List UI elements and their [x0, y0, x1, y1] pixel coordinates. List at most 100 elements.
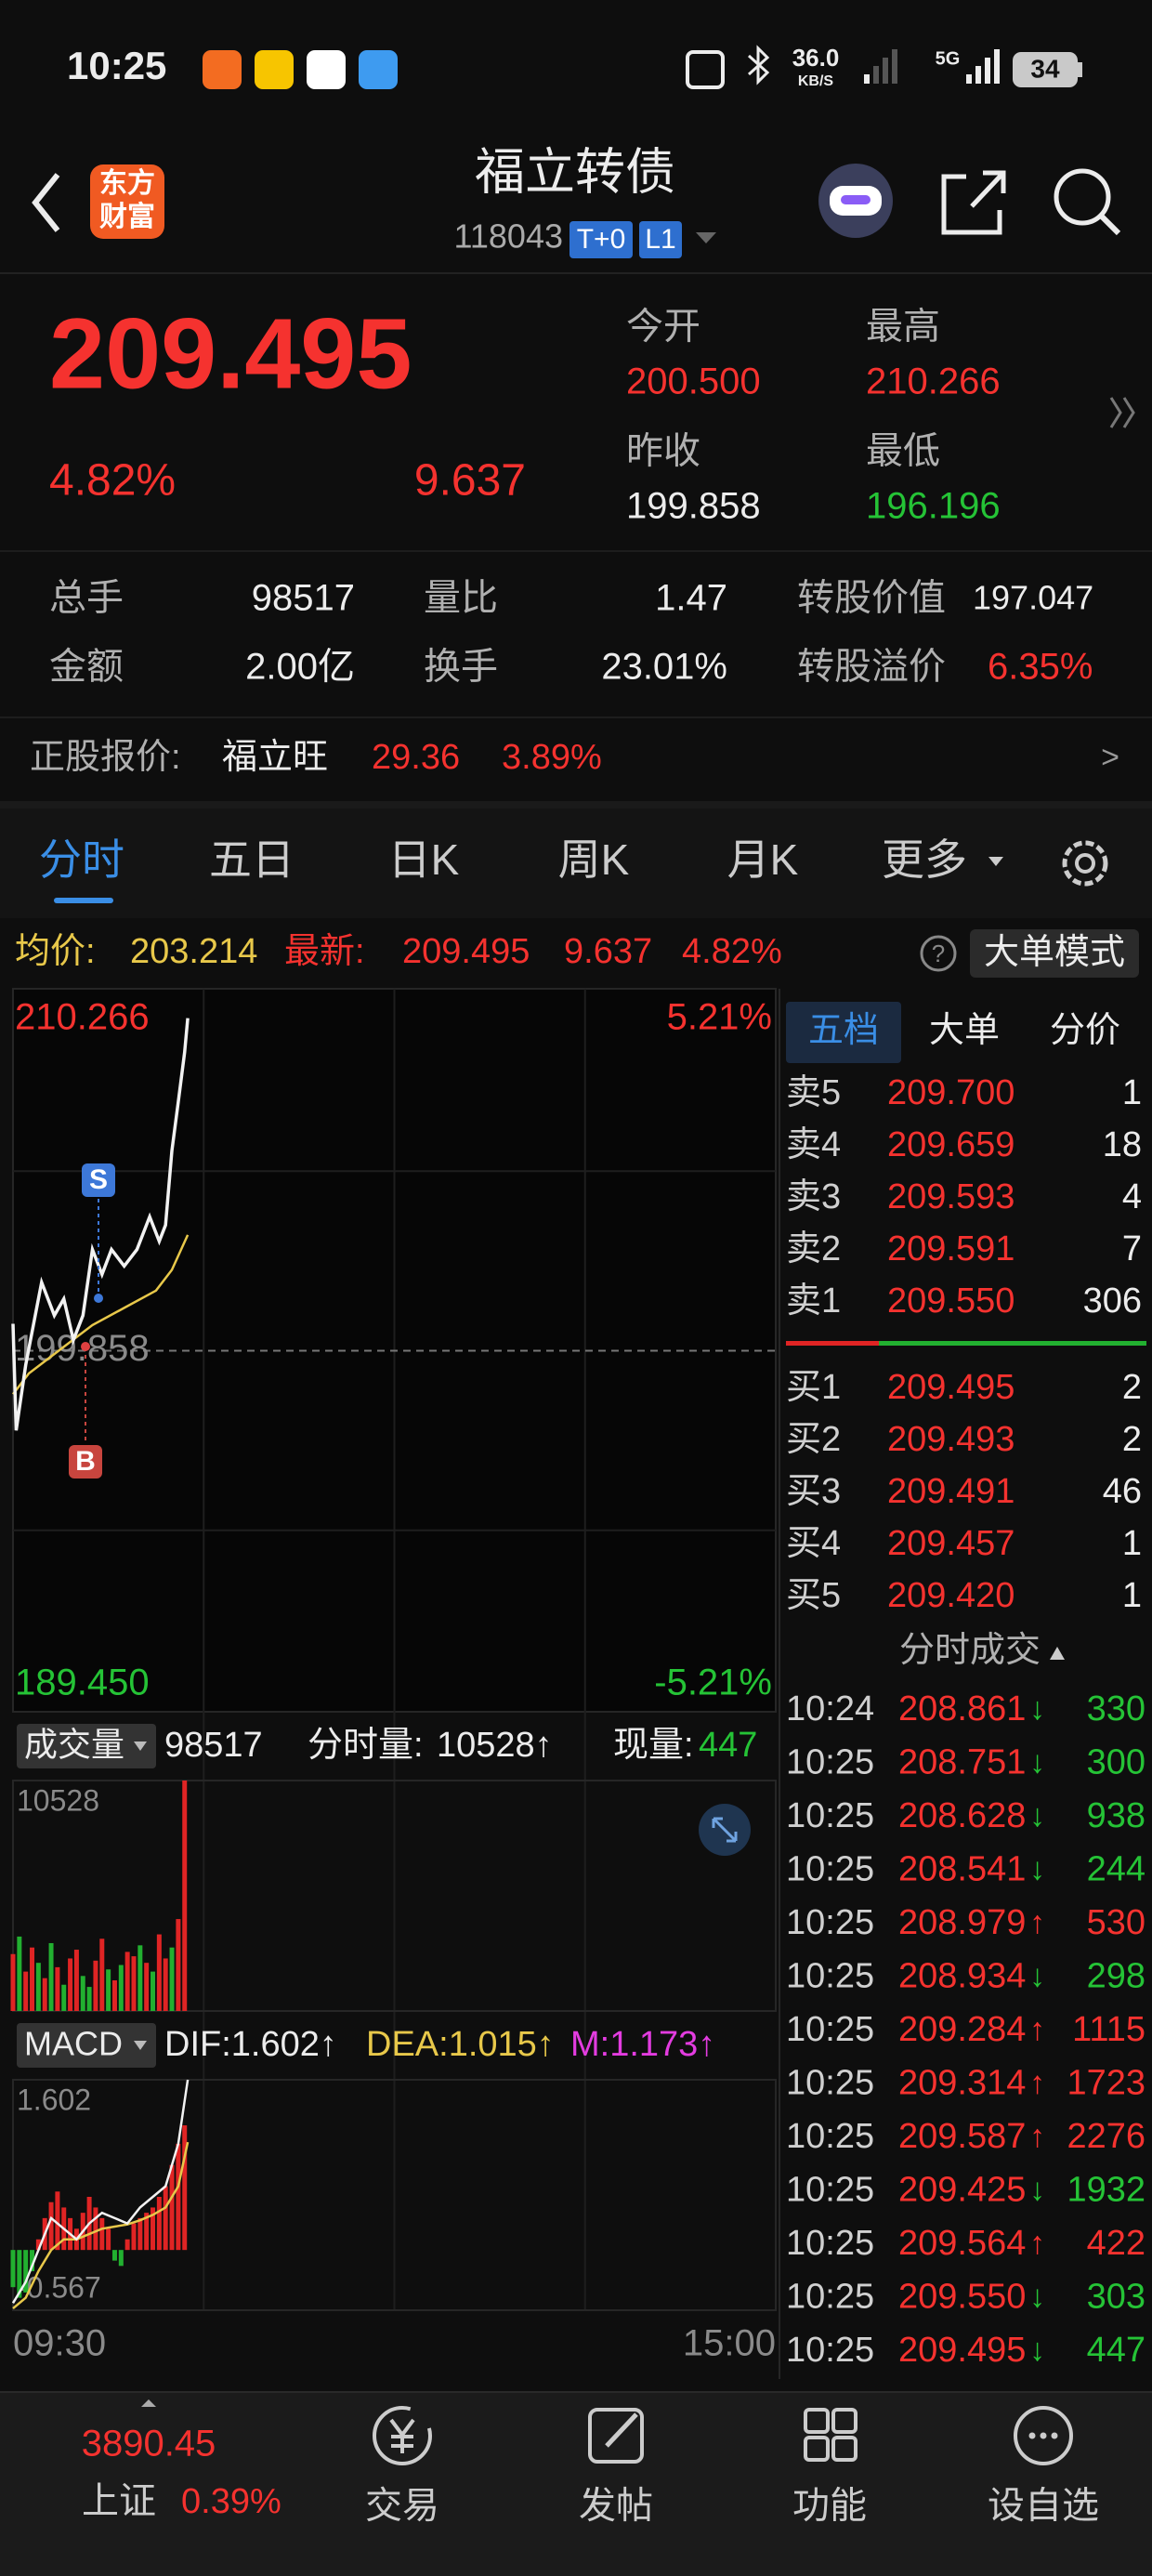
volume-bar — [163, 1958, 168, 2011]
mode-button-label[interactable]: 大单模式 — [984, 933, 1125, 972]
app-logo-text: 财富 — [99, 201, 155, 232]
book-tab[interactable]: 分价 — [1050, 1011, 1120, 1050]
volume-bar — [35, 1963, 41, 2011]
quote-field-value: 199.858 — [626, 486, 761, 527]
y-tick-label: 10528 — [17, 1783, 99, 1817]
expand-chevron[interactable] — [1109, 397, 1135, 428]
book-ratio — [786, 1341, 879, 1346]
book-ratio — [879, 1341, 1146, 1346]
trade-time: 10:25 — [786, 2117, 874, 2156]
settings-icon[interactable] — [1062, 840, 1108, 887]
tab-underline — [54, 898, 113, 903]
tab[interactable]: 月K — [727, 835, 799, 884]
price-line — [11, 1018, 190, 1431]
macd-bar — [163, 2186, 168, 2251]
share-icon[interactable] — [941, 170, 1006, 235]
tab[interactable]: 更多 — [882, 835, 967, 884]
y-tick-label: 1.602 — [17, 2083, 91, 2116]
signal-bar — [883, 58, 888, 84]
stat-value: 1.47 — [655, 578, 727, 619]
last-price: 209.495 — [402, 932, 530, 971]
quote-field-label: 今开 — [626, 307, 700, 348]
stat-label: 转股价值 — [797, 578, 946, 619]
tab-active[interactable]: 分时 — [39, 835, 124, 884]
macd-m: M:1.173↑ — [570, 2025, 715, 2064]
back-button[interactable] — [32, 173, 60, 232]
trade-time: 10:24 — [786, 1689, 874, 1728]
tab[interactable]: 周K — [558, 835, 630, 884]
stock-more[interactable]: > — [1101, 740, 1119, 775]
nav-item[interactable]: 交易 — [365, 2486, 439, 2527]
nav-item[interactable]: 设自选 — [988, 2486, 1099, 2527]
mode-button[interactable] — [970, 929, 1139, 978]
volume-bar — [80, 1976, 85, 2011]
nav-icon — [1028, 2432, 1036, 2439]
signal-dot — [94, 1294, 103, 1303]
signal-bar — [975, 66, 981, 84]
indicator-menu[interactable] — [17, 2023, 156, 2068]
search-icon[interactable] — [1054, 168, 1111, 226]
app-logo — [90, 164, 164, 239]
trade-direction: ↓ — [1029, 2333, 1045, 2368]
volume-bar — [17, 1936, 22, 2011]
signal-label: S — [89, 1164, 108, 1195]
net-speed: 36.0 — [792, 44, 840, 72]
search-icon — [1099, 214, 1121, 236]
signal-bar — [873, 66, 879, 84]
stock-quote-label: 正股报价: — [30, 738, 181, 777]
book-level: 买4 — [786, 1524, 841, 1563]
stock-price: 29.36 — [372, 738, 460, 777]
tab[interactable]: 五日 — [209, 835, 295, 884]
book-tab[interactable]: 大单 — [929, 1011, 1000, 1050]
book-price: 209.493 — [887, 1420, 1015, 1459]
trade-price: 209.587 — [898, 2117, 1026, 2156]
nav-icon — [588, 2408, 644, 2464]
trade-time: 10:25 — [786, 1903, 874, 1942]
trade-volume: 300 — [1087, 1743, 1145, 1782]
book-volume: 1 — [1122, 1524, 1142, 1563]
trade-price: 208.861 — [898, 1689, 1026, 1728]
last-label: 最新: — [284, 932, 365, 971]
help-icon[interactable] — [920, 935, 957, 972]
macd-dif: DIF:1.602↑ — [164, 2025, 337, 2064]
volume-bar — [156, 1934, 162, 2011]
pct-label: 5.21% — [667, 997, 772, 1038]
app-icon — [255, 50, 294, 89]
bond-code: 118043 — [454, 217, 563, 256]
assistant-eyes — [841, 195, 871, 204]
app-icon — [359, 50, 398, 89]
volume-bar — [55, 1966, 60, 2011]
tab[interactable]: 日K — [388, 835, 460, 884]
nav-icon — [831, 2436, 857, 2462]
minute-volume: 10528↑ — [437, 1726, 553, 1765]
macd-bar — [99, 2217, 105, 2251]
book-price: 209.420 — [887, 1576, 1015, 1615]
macd-bar — [111, 2250, 117, 2261]
trade-direction: ↑ — [1029, 1905, 1045, 1940]
volume-bar — [118, 1965, 124, 2011]
bluetooth-icon — [747, 45, 770, 85]
indicator-menu-label: MACD — [24, 2025, 123, 2063]
index-value[interactable]: 3890.45 — [82, 2424, 216, 2464]
volume-bar — [124, 1952, 130, 2011]
macd-bar — [93, 2207, 98, 2251]
indicator-menu[interactable] — [17, 1724, 156, 1768]
nav-item[interactable]: 功能 — [792, 2486, 867, 2527]
book-level: 买3 — [786, 1472, 841, 1511]
book-volume: 2 — [1122, 1420, 1142, 1459]
book-price: 209.495 — [887, 1368, 1015, 1407]
macd-bar — [176, 2143, 181, 2251]
trade-price: 209.550 — [898, 2278, 1026, 2317]
trade-time: 10:25 — [786, 1850, 874, 1889]
quote-field-label: 昨收 — [626, 431, 700, 472]
index-name: 上证 — [82, 2481, 156, 2522]
macd-bar — [131, 2223, 137, 2251]
trade-price: 208.979 — [898, 1903, 1026, 1942]
book-price: 209.659 — [887, 1125, 1015, 1164]
book-tab[interactable]: 五档 — [808, 1011, 879, 1050]
tag: T+0 — [577, 224, 626, 255]
book-level: 卖1 — [786, 1281, 841, 1321]
trade-time: 10:25 — [786, 2064, 874, 2103]
nav-item[interactable]: 发帖 — [579, 2486, 653, 2527]
